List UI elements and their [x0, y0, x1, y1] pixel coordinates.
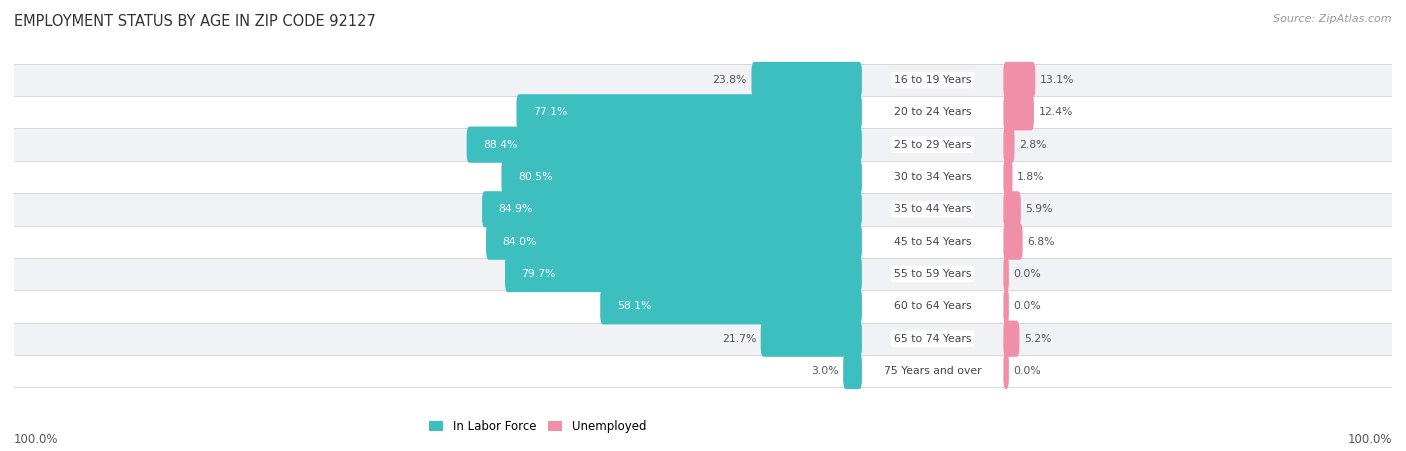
Text: 5.9%: 5.9%	[1025, 204, 1053, 214]
FancyBboxPatch shape	[1004, 321, 1019, 357]
Text: 3.0%: 3.0%	[811, 366, 838, 376]
Text: 80.5%: 80.5%	[517, 172, 553, 182]
Text: 0.0%: 0.0%	[1014, 301, 1042, 311]
FancyBboxPatch shape	[751, 62, 862, 98]
FancyBboxPatch shape	[14, 355, 1392, 387]
FancyBboxPatch shape	[1004, 62, 1035, 98]
Text: 23.8%: 23.8%	[713, 75, 747, 85]
Text: 79.7%: 79.7%	[522, 269, 555, 279]
Text: 5.2%: 5.2%	[1024, 334, 1052, 344]
FancyBboxPatch shape	[600, 288, 862, 324]
Text: 65 to 74 Years: 65 to 74 Years	[894, 334, 972, 344]
Text: 100.0%: 100.0%	[14, 433, 59, 446]
Text: 0.0%: 0.0%	[1014, 366, 1042, 376]
Text: 77.1%: 77.1%	[533, 107, 568, 117]
FancyBboxPatch shape	[1004, 288, 1010, 324]
Text: 16 to 19 Years: 16 to 19 Years	[894, 75, 972, 85]
FancyBboxPatch shape	[482, 191, 862, 227]
Text: Source: ZipAtlas.com: Source: ZipAtlas.com	[1274, 14, 1392, 23]
Text: 45 to 54 Years: 45 to 54 Years	[894, 237, 972, 247]
FancyBboxPatch shape	[14, 64, 1392, 96]
Text: 0.0%: 0.0%	[1014, 269, 1042, 279]
FancyBboxPatch shape	[14, 290, 1392, 322]
FancyBboxPatch shape	[14, 322, 1392, 355]
Text: 55 to 59 Years: 55 to 59 Years	[894, 269, 972, 279]
FancyBboxPatch shape	[14, 129, 1392, 161]
Text: 21.7%: 21.7%	[721, 334, 756, 344]
FancyBboxPatch shape	[844, 353, 862, 389]
Text: 2.8%: 2.8%	[1019, 140, 1046, 150]
FancyBboxPatch shape	[14, 96, 1392, 129]
Text: 13.1%: 13.1%	[1040, 75, 1074, 85]
FancyBboxPatch shape	[1004, 191, 1021, 227]
FancyBboxPatch shape	[505, 256, 862, 292]
Text: 20 to 24 Years: 20 to 24 Years	[894, 107, 972, 117]
Text: 88.4%: 88.4%	[484, 140, 517, 150]
Text: 35 to 44 Years: 35 to 44 Years	[894, 204, 972, 214]
FancyBboxPatch shape	[516, 94, 862, 130]
Text: 75 Years and over: 75 Years and over	[884, 366, 981, 376]
Legend: In Labor Force, Unemployed: In Labor Force, Unemployed	[423, 414, 652, 439]
Text: 30 to 34 Years: 30 to 34 Years	[894, 172, 972, 182]
FancyBboxPatch shape	[14, 161, 1392, 193]
FancyBboxPatch shape	[1004, 127, 1015, 163]
FancyBboxPatch shape	[1004, 94, 1033, 130]
FancyBboxPatch shape	[486, 224, 862, 260]
FancyBboxPatch shape	[14, 226, 1392, 258]
Text: 60 to 64 Years: 60 to 64 Years	[894, 301, 972, 311]
Text: 84.9%: 84.9%	[499, 204, 533, 214]
FancyBboxPatch shape	[1004, 159, 1012, 195]
FancyBboxPatch shape	[1004, 256, 1010, 292]
FancyBboxPatch shape	[1004, 353, 1010, 389]
Text: 12.4%: 12.4%	[1039, 107, 1073, 117]
Text: EMPLOYMENT STATUS BY AGE IN ZIP CODE 92127: EMPLOYMENT STATUS BY AGE IN ZIP CODE 921…	[14, 14, 375, 28]
FancyBboxPatch shape	[467, 127, 862, 163]
Text: 100.0%: 100.0%	[1347, 433, 1392, 446]
Text: 1.8%: 1.8%	[1017, 172, 1045, 182]
FancyBboxPatch shape	[14, 193, 1392, 226]
FancyBboxPatch shape	[761, 321, 862, 357]
Text: 84.0%: 84.0%	[502, 237, 537, 247]
FancyBboxPatch shape	[14, 258, 1392, 290]
FancyBboxPatch shape	[502, 159, 862, 195]
Text: 25 to 29 Years: 25 to 29 Years	[894, 140, 972, 150]
Text: 6.8%: 6.8%	[1028, 237, 1054, 247]
Text: 58.1%: 58.1%	[617, 301, 651, 311]
FancyBboxPatch shape	[1004, 224, 1022, 260]
